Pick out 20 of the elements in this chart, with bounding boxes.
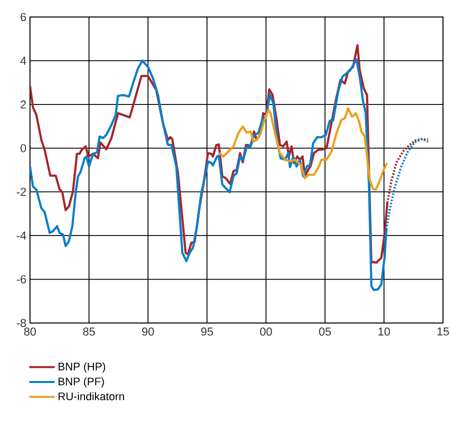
y-tick-label: -4 [16,232,26,240]
y-tick-label: 2 [20,100,26,108]
x-tick-label: 90 [142,328,154,336]
x-tick-label: 15 [438,328,449,336]
legend-label: BNP (HP) [58,362,106,373]
x-tick-label: 10 [378,328,390,336]
y-tick-label: 6 [20,12,26,22]
legend-label: RU-indikatorn [58,392,124,400]
line-series [218,107,388,191]
y-tick-label: 0 [20,144,26,152]
y-tick-label: -6 [16,275,26,284]
y-tick-label: -8 [16,318,26,328]
x-tick-label: 95 [201,328,213,336]
legend-label: BNP (PF) [58,377,104,388]
x-tick-label: 85 [83,328,95,336]
y-tick-label: 4 [20,56,26,65]
x-tick-label: 00 [260,328,272,336]
y-tick-label: -2 [16,188,26,196]
x-tick-label: 80 [24,328,36,336]
x-tick-label: 05 [319,328,331,336]
